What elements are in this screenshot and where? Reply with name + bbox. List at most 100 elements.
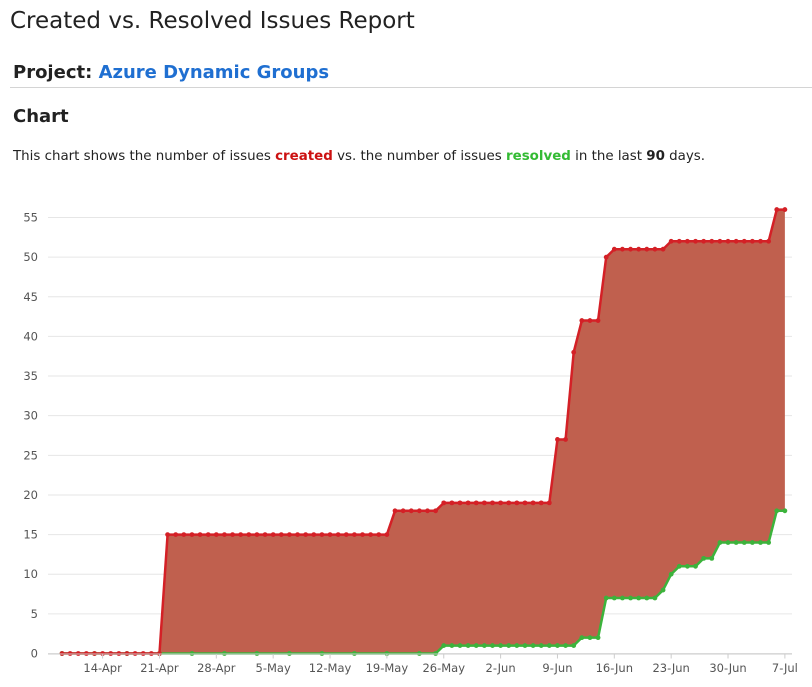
created-data-point[interactable]	[352, 532, 357, 537]
created-data-point[interactable]	[173, 532, 179, 537]
created-data-point[interactable]	[360, 532, 365, 537]
created-data-point[interactable]	[408, 508, 414, 514]
created-data-point[interactable]	[262, 532, 268, 537]
resolved-data-point[interactable]	[668, 571, 674, 577]
created-data-point[interactable]	[230, 532, 235, 537]
created-data-point[interactable]	[498, 500, 503, 506]
created-data-point[interactable]	[327, 532, 333, 537]
created-data-point[interactable]	[620, 246, 625, 252]
created-data-point[interactable]	[270, 532, 276, 537]
created-data-point[interactable]	[611, 246, 617, 252]
created-data-point[interactable]	[766, 238, 772, 244]
resolved-data-point[interactable]	[457, 643, 463, 648]
resolved-data-point[interactable]	[522, 643, 528, 648]
created-data-point[interactable]	[693, 238, 698, 244]
created-data-point[interactable]	[530, 500, 536, 506]
created-data-point[interactable]	[506, 500, 512, 506]
created-data-point[interactable]	[400, 508, 406, 514]
created-data-point[interactable]	[457, 500, 463, 506]
resolved-data-point[interactable]	[733, 540, 739, 545]
resolved-data-point[interactable]	[685, 563, 690, 569]
resolved-data-point[interactable]	[652, 595, 658, 601]
created-data-point[interactable]	[563, 437, 568, 442]
created-data-point[interactable]	[676, 238, 682, 244]
resolved-data-point[interactable]	[546, 643, 552, 648]
resolved-data-point[interactable]	[449, 643, 455, 648]
created-data-point[interactable]	[473, 500, 479, 506]
resolved-data-point[interactable]	[473, 643, 479, 648]
resolved-data-point[interactable]	[587, 635, 593, 641]
created-data-point[interactable]	[555, 437, 560, 442]
created-data-point[interactable]	[441, 500, 447, 506]
created-data-point[interactable]	[587, 318, 593, 323]
created-data-point[interactable]	[343, 532, 349, 537]
created-data-point[interactable]	[181, 532, 187, 537]
resolved-data-point[interactable]	[774, 508, 780, 514]
resolved-data-point[interactable]	[490, 643, 495, 648]
created-data-point[interactable]	[603, 254, 609, 260]
created-data-point[interactable]	[311, 532, 317, 537]
resolved-data-point[interactable]	[611, 595, 617, 601]
resolved-data-point[interactable]	[709, 555, 715, 561]
resolved-data-point[interactable]	[506, 643, 512, 648]
resolved-data-point[interactable]	[620, 595, 625, 601]
created-data-point[interactable]	[701, 238, 707, 244]
resolved-data-point[interactable]	[693, 563, 698, 569]
resolved-data-point[interactable]	[571, 643, 577, 648]
resolved-data-point[interactable]	[717, 540, 723, 545]
resolved-data-point[interactable]	[741, 540, 747, 545]
created-data-point[interactable]	[319, 532, 325, 537]
created-data-point[interactable]	[238, 532, 244, 537]
resolved-data-point[interactable]	[530, 643, 536, 648]
created-data-point[interactable]	[717, 238, 723, 244]
created-data-point[interactable]	[295, 532, 300, 537]
resolved-data-point[interactable]	[498, 643, 503, 648]
created-data-point[interactable]	[644, 246, 650, 252]
resolved-data-point[interactable]	[660, 587, 666, 593]
created-data-point[interactable]	[416, 508, 422, 514]
created-data-point[interactable]	[392, 508, 398, 514]
created-data-point[interactable]	[741, 238, 747, 244]
resolved-data-point[interactable]	[749, 540, 755, 545]
resolved-data-point[interactable]	[725, 540, 731, 545]
resolved-data-point[interactable]	[628, 595, 633, 601]
created-data-point[interactable]	[205, 532, 211, 537]
created-data-point[interactable]	[538, 500, 544, 506]
created-data-point[interactable]	[490, 500, 495, 506]
resolved-data-point[interactable]	[514, 643, 520, 648]
created-data-point[interactable]	[652, 246, 658, 252]
created-data-point[interactable]	[685, 238, 690, 244]
created-data-point[interactable]	[636, 246, 642, 252]
created-data-point[interactable]	[197, 532, 203, 537]
resolved-data-point[interactable]	[758, 540, 763, 545]
resolved-data-point[interactable]	[563, 643, 568, 648]
resolved-data-point[interactable]	[555, 643, 560, 648]
created-data-point[interactable]	[522, 500, 528, 506]
created-data-point[interactable]	[278, 532, 284, 537]
created-data-point[interactable]	[335, 532, 341, 537]
created-data-point[interactable]	[514, 500, 520, 506]
resolved-data-point[interactable]	[676, 563, 682, 569]
created-data-point[interactable]	[628, 246, 633, 252]
created-data-point[interactable]	[222, 532, 227, 537]
created-data-point[interactable]	[571, 349, 577, 355]
created-data-point[interactable]	[368, 532, 374, 537]
created-data-point[interactable]	[546, 500, 552, 506]
resolved-data-point[interactable]	[644, 595, 650, 601]
resolved-data-point[interactable]	[579, 635, 585, 641]
resolved-data-point[interactable]	[782, 508, 788, 514]
created-data-point[interactable]	[246, 532, 252, 537]
created-data-point[interactable]	[425, 508, 430, 514]
project-link[interactable]: Azure Dynamic Groups	[98, 62, 330, 83]
created-data-point[interactable]	[660, 246, 666, 252]
resolved-data-point[interactable]	[701, 555, 707, 561]
created-data-point[interactable]	[433, 508, 439, 514]
resolved-data-point[interactable]	[636, 595, 642, 601]
created-data-point[interactable]	[376, 532, 382, 537]
resolved-data-point[interactable]	[603, 595, 609, 601]
created-data-point[interactable]	[668, 238, 674, 244]
created-data-point[interactable]	[303, 532, 309, 537]
resolved-data-point[interactable]	[595, 635, 601, 641]
resolved-data-point[interactable]	[481, 643, 487, 648]
created-data-point[interactable]	[213, 532, 219, 537]
